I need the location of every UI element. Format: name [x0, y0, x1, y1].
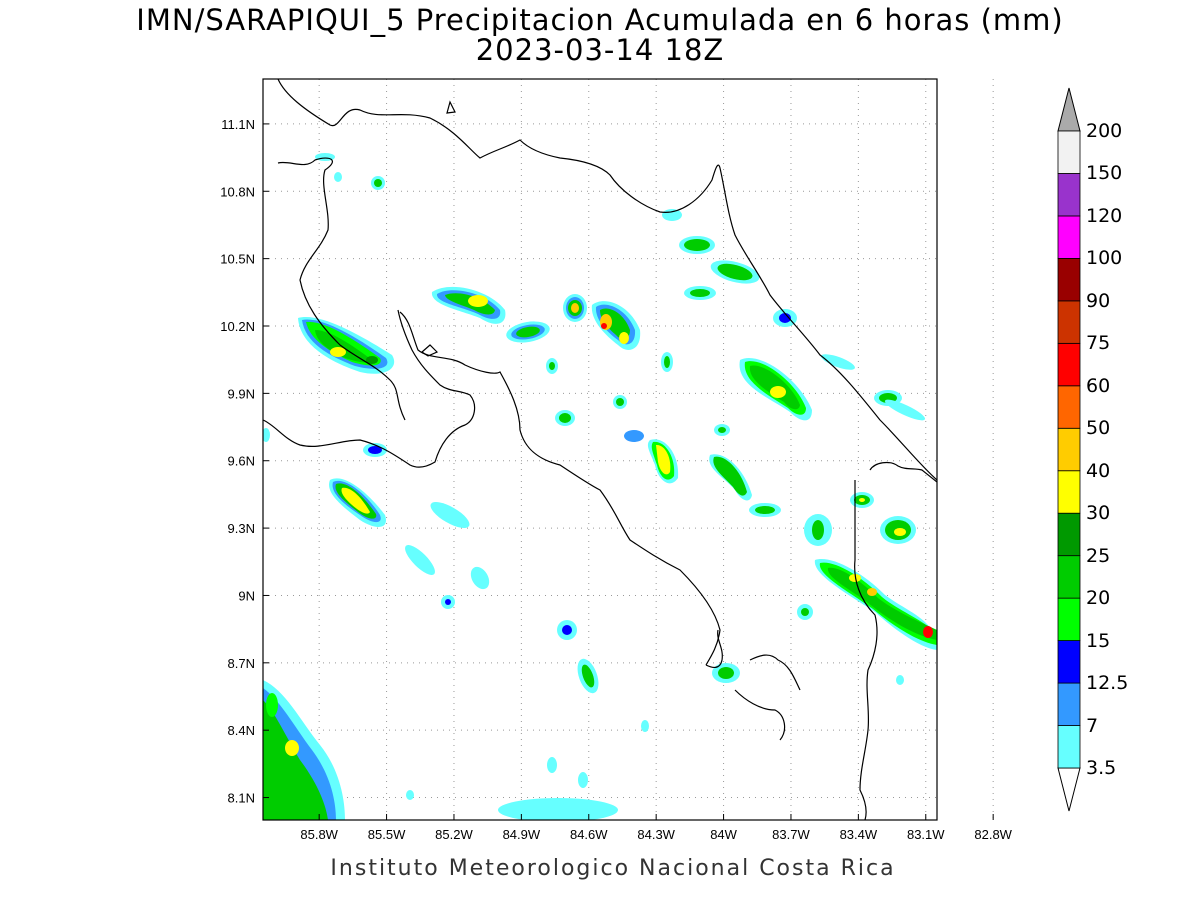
lon-tick-label: 83.1W: [907, 827, 945, 842]
lat-tick-label: 9.6N: [228, 454, 255, 469]
colorbar-level-label: 150: [1086, 162, 1123, 185]
lon-tick-label: 83.4W: [840, 827, 878, 842]
precip-cell: [298, 317, 395, 374]
lon-tick-label: 85.8W: [300, 827, 338, 842]
plot-frame: [262, 78, 938, 821]
lon-tick-label: 83.7W: [772, 827, 810, 842]
lon-tick-label: 85.2W: [435, 827, 473, 842]
colorbar-swatch: [1057, 215, 1081, 259]
colorbar-level-label: 12.5: [1086, 672, 1129, 695]
colorbar-swatch: [1057, 597, 1081, 642]
colorbar-swatch: [1057, 130, 1081, 174]
colorbar-level-label: 25: [1086, 544, 1111, 567]
colorbar-swatch: [1057, 173, 1081, 217]
lat-tick-label: 10.5N: [220, 252, 255, 267]
colorbar-level-label: 7: [1086, 714, 1099, 737]
lon-tick-label: 84.3W: [637, 827, 675, 842]
axis-ticks: 85.8W 85.5W 85.2W 84.9W 84.6W 84.3W 84W 83.7W 83…: [220, 117, 1012, 842]
colorbar-level-label: 15: [1086, 629, 1111, 652]
lon-tick-label: 84.6W: [570, 827, 608, 842]
map-title: IMN/SARAPIQUI_5 Precipitacion Acumulada …: [136, 3, 1064, 37]
colorbar: [1057, 87, 1081, 812]
colorbar-swatch: [1057, 257, 1081, 302]
colorbar-swatch: [1057, 385, 1081, 429]
precip-cell: [739, 358, 812, 421]
colorbar-level-label: 200: [1086, 120, 1123, 142]
lon-tick-label: 84.9W: [503, 827, 541, 842]
colorbar-level-label: 20: [1086, 587, 1111, 610]
precip-cell: [850, 390, 916, 544]
colorbar-level-label: 50: [1086, 417, 1111, 440]
lat-tick-label: 10.8N: [220, 184, 255, 199]
colorbar-level-label: 60: [1086, 374, 1111, 397]
colorbar-level-label: 40: [1086, 459, 1111, 482]
precip-field: [263, 79, 937, 820]
colorbar-min-arrow: [1057, 767, 1081, 812]
map-valid-time: 2023-03-14 18Z: [475, 33, 725, 67]
precip-cell: [709, 454, 781, 517]
colorbar-swatch: [1057, 725, 1081, 769]
precip-cell: [647, 439, 679, 484]
colorbar-swatch: [1057, 342, 1081, 387]
lat-tick-label: 9.3N: [228, 521, 255, 536]
colorbar-level-label: 3.5: [1086, 757, 1117, 779]
colorbar-level-label: 75: [1086, 332, 1111, 355]
colorbar-swatch: [1057, 427, 1081, 472]
precip-cell: [679, 236, 797, 327]
lat-tick-label: 9.9N: [228, 386, 255, 401]
precip-cell: [591, 301, 641, 350]
lat-tick-label: 10.2N: [220, 319, 255, 334]
colorbar-level-label: 90: [1086, 289, 1111, 312]
graticule: [263, 79, 994, 820]
colorbar-swatch: [1057, 640, 1081, 684]
colorbar-swatch: [1057, 512, 1081, 557]
lon-tick-label: 82.8W: [974, 827, 1012, 842]
footer-credit: Instituto Meteorologico Nacional Costa R…: [330, 856, 896, 881]
colorbar-swatch: [1057, 555, 1081, 599]
colorbar-max-arrow: [1057, 87, 1081, 132]
colorbar-swatch: [1057, 300, 1081, 344]
coastline: [263, 79, 937, 820]
colorbar-swatch: [1057, 470, 1081, 514]
precip-cell: [329, 478, 386, 527]
colorbar-level-label: 100: [1086, 247, 1123, 270]
lon-tick-label: 85.5W: [368, 827, 406, 842]
lon-tick-label: 84W: [710, 827, 737, 842]
precip-cell: [563, 294, 587, 322]
lat-tick-label: 9N: [238, 588, 255, 603]
precip-cell: [263, 153, 926, 820]
precip-cell: [506, 321, 550, 343]
colorbar-level-label: 30: [1086, 502, 1111, 525]
lat-tick-label: 8.7N: [228, 656, 255, 671]
lat-tick-label: 8.1N: [228, 791, 255, 806]
colorbar-level-label: 120: [1086, 204, 1123, 227]
lat-tick-label: 11.1N: [221, 117, 255, 132]
lat-tick-label: 8.4N: [228, 723, 255, 738]
colorbar-swatch: [1057, 682, 1081, 726]
precip-cell: [263, 680, 345, 820]
precip-cell: [814, 559, 937, 650]
precip-cell: [431, 286, 506, 324]
